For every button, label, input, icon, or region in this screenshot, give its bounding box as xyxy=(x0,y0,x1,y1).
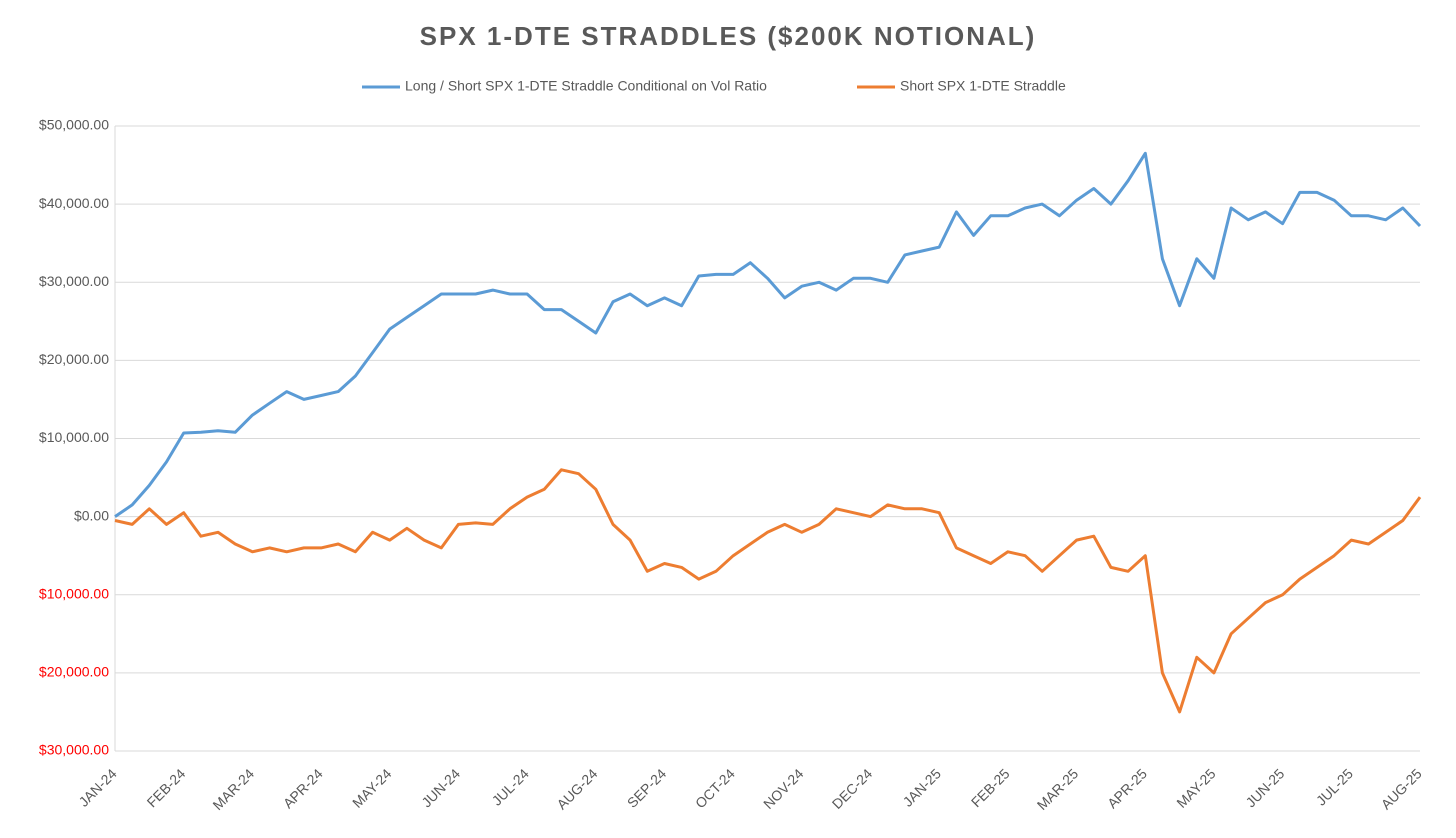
x-tick-label: MAR-25 xyxy=(1034,765,1082,813)
x-tick-label: APR-25 xyxy=(1104,765,1150,811)
x-tick-label: SEP-24 xyxy=(624,765,670,811)
series-line xyxy=(114,151,1422,518)
x-tick-label: MAR-24 xyxy=(209,765,257,813)
x-tick-label: OCT-24 xyxy=(692,765,738,811)
x-tick-label: FEB-24 xyxy=(144,765,189,810)
x-tick-label: MAY-25 xyxy=(1173,765,1219,811)
x-tick-label: JUN-25 xyxy=(1242,765,1287,810)
legend-label: Long / Short SPX 1-DTE Straddle Conditio… xyxy=(405,78,767,94)
y-tick-label: $0.00 xyxy=(74,507,109,523)
y-tick-label: $30,000.00 xyxy=(39,273,109,289)
x-tick-label: JAN-25 xyxy=(900,765,944,809)
legend-label: Short SPX 1-DTE Straddle xyxy=(900,78,1066,94)
y-tick-label: $20,000.00 xyxy=(39,664,109,680)
x-tick-label: AUG-25 xyxy=(1378,765,1425,812)
x-tick-label: JAN-24 xyxy=(75,765,119,809)
x-tick-label: NOV-24 xyxy=(760,765,807,812)
y-tick-label: $30,000.00 xyxy=(39,742,109,758)
chart-title: SPX 1-DTE STRADDLES ($200K NOTIONAL) xyxy=(420,21,1037,51)
y-tick-label: $20,000.00 xyxy=(39,351,109,367)
x-tick-label: FEB-25 xyxy=(968,765,1013,810)
x-tick-label: JUL-24 xyxy=(489,765,532,808)
y-tick-label: $50,000.00 xyxy=(39,117,109,133)
x-tick-label: JUN-24 xyxy=(418,765,463,810)
y-tick-label: $10,000.00 xyxy=(39,429,109,445)
y-tick-label: $10,000.00 xyxy=(39,585,109,601)
y-tick-label: $40,000.00 xyxy=(39,195,109,211)
series-line xyxy=(114,468,1422,714)
x-tick-label: APR-24 xyxy=(280,765,326,811)
x-tick-label: DEC-24 xyxy=(829,765,876,812)
x-tick-label: MAY-24 xyxy=(349,765,395,811)
x-tick-label: JUL-25 xyxy=(1313,765,1356,808)
x-tick-label: AUG-24 xyxy=(553,765,600,812)
